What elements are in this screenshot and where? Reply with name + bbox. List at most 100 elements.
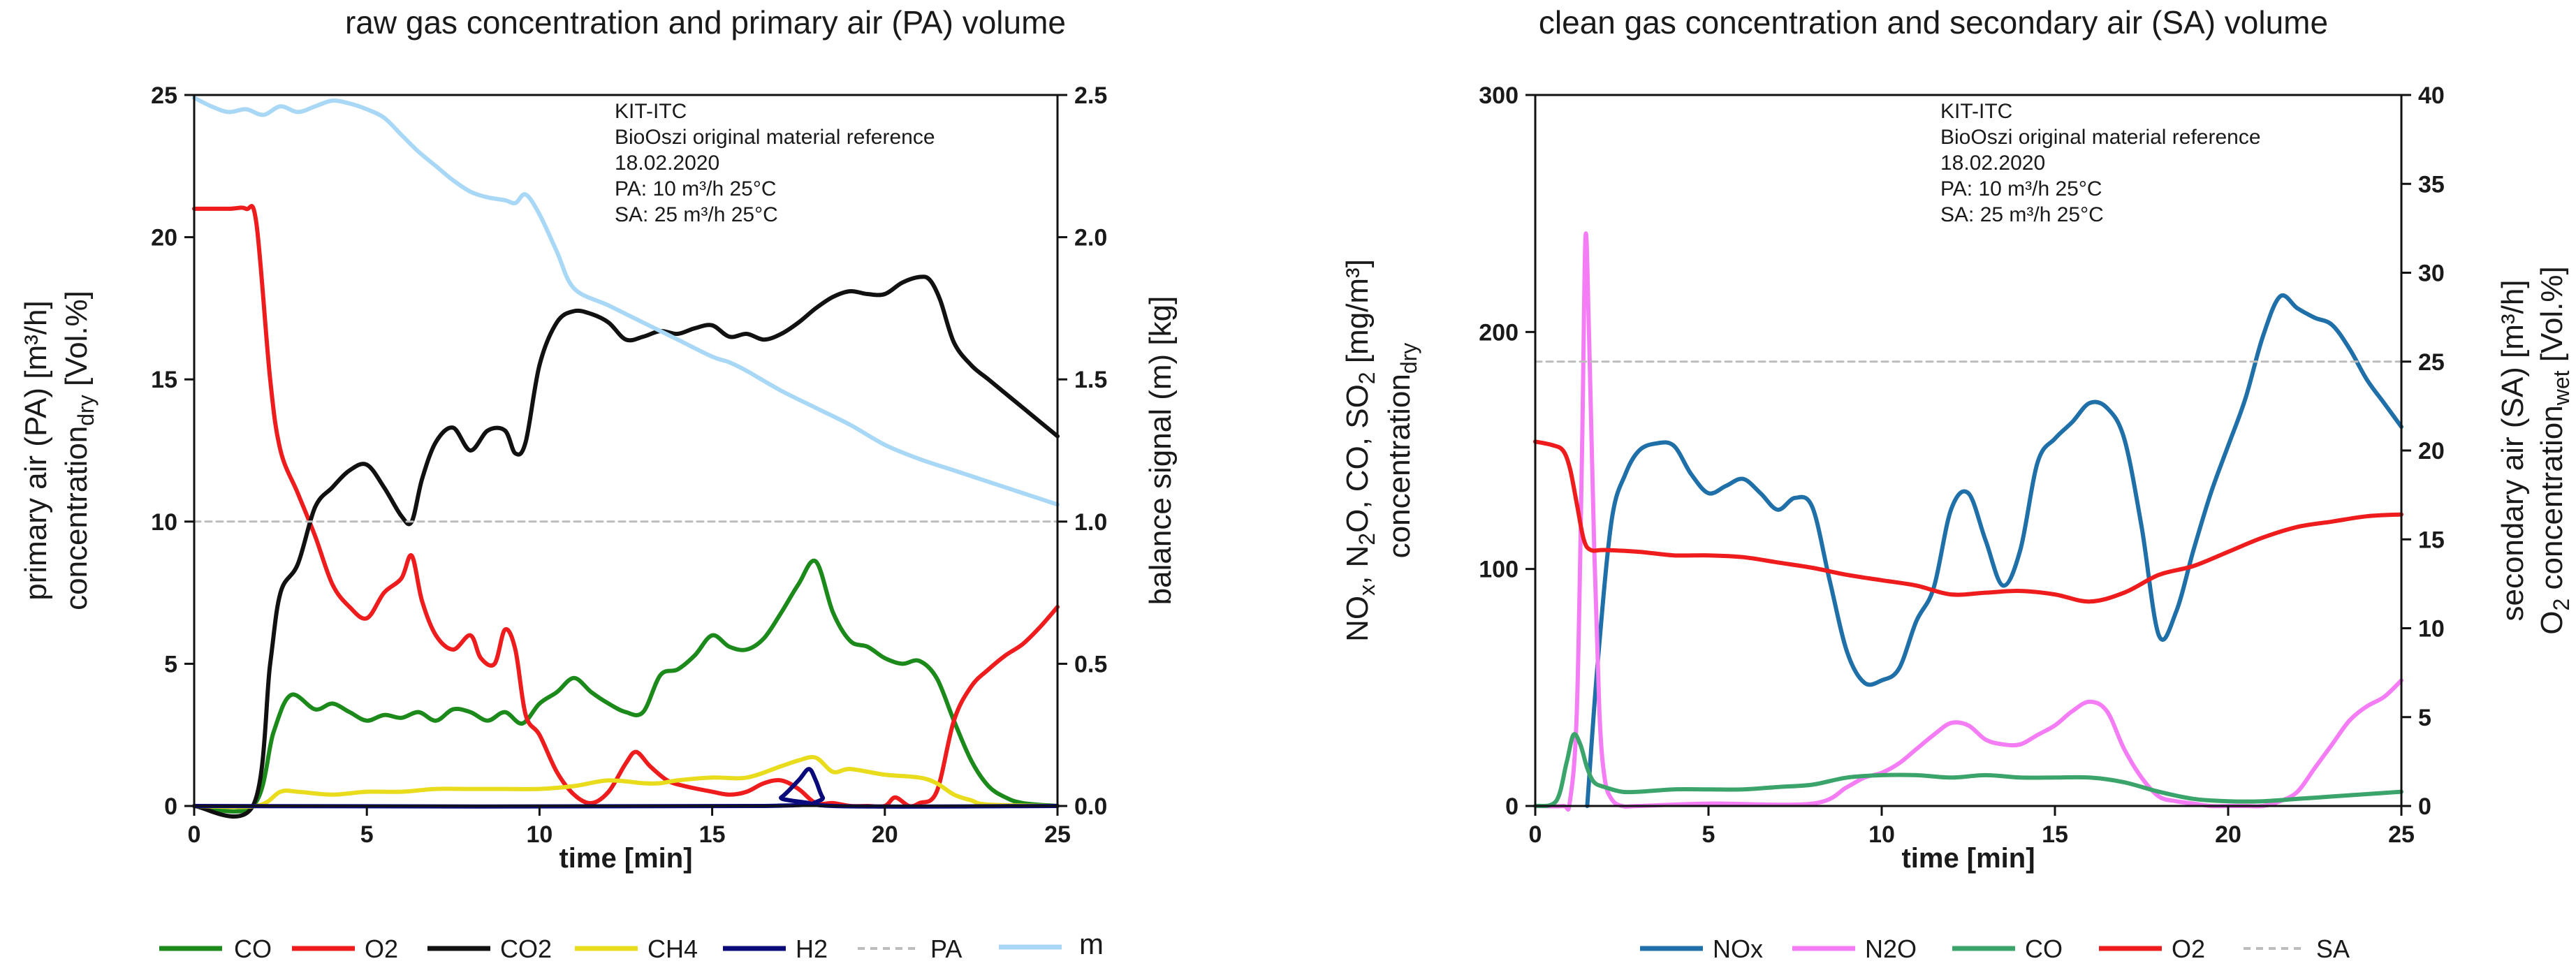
y2-tick-label: 20 [2418,438,2445,464]
chart-left: raw gas concentration and primary air (P… [19,4,1178,963]
chart-right-ylabel-right-1: secondary air (SA) [m³/h] [2496,279,2530,621]
y2-tick-label: 0.0 [1074,793,1107,820]
legend-label: CH4 [647,934,698,963]
chart-left-series [192,96,1060,819]
y-tick-label: 5 [164,651,177,677]
annotation-line: BioOszi original material reference [615,126,935,149]
x-tick-label: 0 [188,821,201,848]
x-tick-label: 5 [360,821,374,848]
chart-right: clean gas concentration and secondary ai… [1340,4,2574,963]
legend-label: O2 [365,934,398,963]
ylabel-part: , N [1340,545,1375,585]
series-ch4-line [192,755,1060,809]
x-tick-label: 10 [526,821,552,848]
chart-right-x-axis: 0 5 10 15 20 25 [1529,806,2415,848]
ylabel-part: O, CO, SO [1340,384,1375,533]
chart-right-y2-axis: 0 5 10 15 20 25 30 35 40 [2401,82,2445,820]
legend-item-nox[interactable]: NOx [1640,934,1763,963]
chart-right-legend: NOx N2O CO O2 SA [1640,934,2350,963]
legend-item-sa[interactable]: SA [2244,934,2350,963]
y2-tick-label: 2.0 [1074,225,1107,251]
chart-left-annotation: KIT-ITC BioOszi original material refere… [615,100,935,226]
legend-item-co[interactable]: CO [159,934,272,963]
y2-tick-label: 5 [2418,705,2431,731]
y-tick-label: 20 [151,225,177,251]
annotation-line: KIT-ITC [615,100,687,123]
ylabel-part: O [2535,610,2569,634]
legend-item-co[interactable]: CO [1952,934,2063,963]
y-tick-label: 25 [151,82,177,109]
x-tick-label: 25 [2388,821,2415,848]
ylabel-part: concentration [1382,374,1417,558]
x-tick-label: 20 [2215,821,2241,848]
legend-label: CO [2025,934,2063,963]
y2-tick-label: 25 [2418,349,2445,376]
chart-left-ylabel-1: primary air (PA) [m³/h] [19,300,53,600]
series-nox-line [1585,293,2403,808]
ylabel-sub: wet [2549,370,2574,406]
legend-label: SA [2316,934,2350,963]
annotation-line: 18.02.2020 [615,152,719,175]
y-tick-label: 0 [1505,793,1518,820]
chart-left-y2-axis: 0.0 0.5 1.0 1.5 2.0 2.5 [1058,82,1107,820]
ylabel-sub: 2 [2549,599,2574,611]
ylabel-part: [mg/m³] [1340,259,1375,372]
ylabel-sub: x [1354,585,1380,596]
legend-item-o2[interactable]: O2 [2099,934,2205,963]
legend-label: O2 [2172,934,2205,963]
y2-tick-label: 40 [2418,82,2445,109]
legend-item-o2[interactable]: O2 [292,934,398,963]
chart-left-ylabel-2a: concentration [59,426,94,610]
legend-label: H2 [796,934,828,963]
ylabel-sub: 2 [1354,372,1380,384]
y2-tick-label: 15 [2418,527,2445,553]
series-o2-line [192,204,1060,809]
chart-left-title: raw gas concentration and primary air (P… [345,4,1066,41]
chart-right-ylabel-1: NOx, N2O, CO, SO2 [mg/m³] [1340,259,1380,642]
annotation-line: PA: 10 m³/h 25°C [1940,177,2102,200]
legend-label: CO [234,934,272,963]
legend-item-ch4[interactable]: CH4 [575,934,698,963]
chart-left-x-axis: 0 5 10 15 20 25 [188,806,1071,848]
series-co-line [1533,732,2403,809]
legend-label: CO2 [500,934,552,963]
x-tick-label: 15 [2042,821,2068,848]
annotation-line: PA: 10 m³/h 25°C [615,177,777,200]
y2-tick-label: 10 [2418,616,2445,643]
x-tick-label: 5 [1702,821,1715,848]
y2-tick-label: 35 [2418,171,2445,198]
series-co2-line [192,274,1060,819]
legend-label: PA [930,934,962,963]
y2-tick-label: 0 [2418,793,2431,820]
chart-right-frame [1534,94,2403,807]
annotation-line: BioOszi original material reference [1940,126,2261,149]
ylabel-sub: dry [1396,343,1421,374]
y2-tick-label: 2.5 [1074,82,1107,109]
x-tick-label: 10 [1868,821,1895,848]
chart-left-legend: CO O2 CO2 CH4 H2 PA [159,928,1104,963]
series-n2o-line [1533,231,2403,812]
chart-right-annotation: KIT-ITC BioOszi original material refere… [1940,100,2261,226]
series-co-line [192,558,1060,814]
series-o2-line [1533,439,2403,604]
x-tick-label: 25 [1044,821,1071,848]
legend-label: m [1079,928,1104,960]
annotation-line: KIT-ITC [1940,100,2012,123]
ylabel-part: NO [1340,596,1375,642]
x-tick-label: 0 [1529,821,1542,848]
chart-left-y-axis: 0 5 10 15 20 25 [151,82,194,820]
x-tick-label: 20 [872,821,898,848]
legend-item-pa[interactable]: PA [858,934,962,963]
legend-label: NOx [1713,934,1763,963]
legend-item-h2[interactable]: H2 [723,934,828,963]
chart-right-y-axis: 0 100 200 300 [1479,82,1535,820]
y2-tick-label: 1.5 [1074,367,1107,393]
legend-item-m[interactable]: m [999,928,1104,960]
chart-right-series [1533,231,2403,812]
legend-item-co2[interactable]: CO2 [427,934,552,963]
y-tick-label: 0 [164,793,177,820]
legend-item-n2o[interactable]: N2O [1792,934,1917,963]
y-tick-label: 10 [151,509,177,536]
y-tick-label: 200 [1479,319,1518,346]
